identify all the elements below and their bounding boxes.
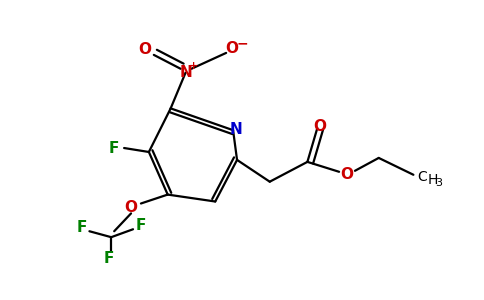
Text: O: O bbox=[124, 200, 137, 215]
Text: F: F bbox=[104, 251, 114, 266]
Text: F: F bbox=[76, 220, 87, 235]
Text: N: N bbox=[230, 122, 242, 137]
Text: C: C bbox=[417, 170, 427, 184]
Text: O: O bbox=[226, 41, 239, 56]
Text: 3: 3 bbox=[435, 178, 442, 188]
Text: N: N bbox=[179, 65, 192, 80]
Text: +: + bbox=[189, 61, 198, 71]
Text: O: O bbox=[138, 42, 151, 57]
Text: H: H bbox=[427, 173, 438, 187]
Text: −: − bbox=[236, 36, 248, 50]
Text: O: O bbox=[313, 119, 326, 134]
Text: F: F bbox=[109, 140, 120, 155]
Text: O: O bbox=[341, 167, 353, 182]
Text: F: F bbox=[136, 218, 146, 233]
